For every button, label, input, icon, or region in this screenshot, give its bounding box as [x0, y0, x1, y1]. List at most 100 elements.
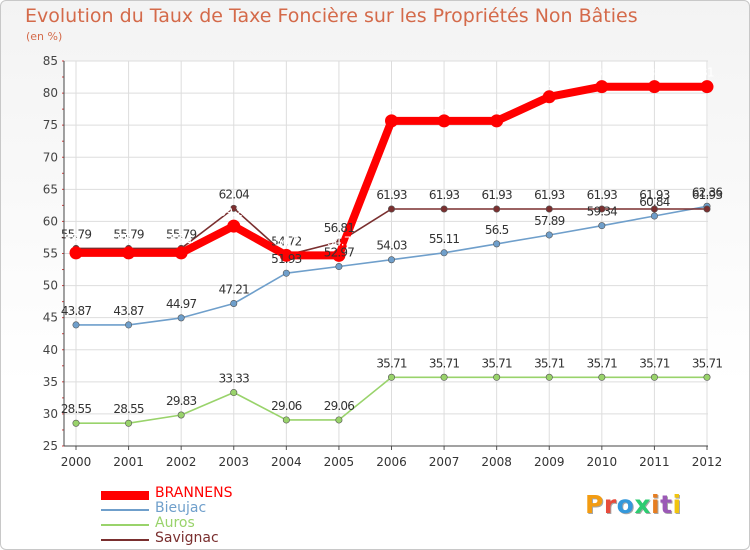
data-point-auros	[282, 416, 290, 424]
data-point-bieujac	[177, 314, 185, 322]
x-tick-label: 2006	[376, 455, 407, 469]
data-label-auros: 35.71	[534, 356, 565, 370]
data-point-auros	[703, 373, 711, 381]
data-point-brannens	[332, 248, 346, 262]
data-point-savignac	[440, 205, 448, 213]
data-label-brannens: 55.1	[169, 232, 193, 246]
data-label-auros: 29.06	[324, 399, 355, 413]
data-label-brannens: 54.7	[327, 234, 351, 248]
data-label-bieujac: 55.11	[429, 232, 460, 246]
data-point-bieujac	[387, 256, 395, 264]
legend-label: Auros	[155, 515, 195, 531]
data-point-brannens	[542, 90, 556, 104]
data-label-brannens: 55.1	[64, 232, 88, 246]
data-point-auros	[177, 411, 185, 419]
proxiti-logo: Proxiti	[585, 490, 682, 519]
data-label-bieujac: 43.87	[113, 304, 144, 318]
data-label-brannens: 81	[595, 66, 609, 80]
y-tick-label: 45	[43, 311, 58, 325]
y-tick-label: 40	[43, 343, 58, 357]
data-label-bieujac: 44.97	[166, 297, 197, 311]
data-label-savignac: 54.72	[271, 234, 302, 248]
data-point-bieujac	[650, 212, 658, 220]
data-label-bieujac: 62.36	[692, 185, 723, 199]
data-point-bieujac	[230, 299, 238, 307]
y-tick-label: 50	[43, 279, 58, 293]
data-label-auros: 35.71	[692, 356, 723, 370]
x-tick-label: 2008	[481, 455, 512, 469]
data-label-auros: 35.71	[587, 356, 618, 370]
data-label-auros: 35.71	[481, 356, 512, 370]
data-label-bieujac: 59.34	[587, 205, 618, 219]
y-axis-unit: (en %)	[26, 30, 63, 43]
data-point-auros	[598, 373, 606, 381]
data-label-auros: 35.71	[639, 356, 670, 370]
data-point-savignac	[230, 204, 238, 212]
data-label-bieujac: 52.97	[324, 246, 355, 260]
data-label-bieujac: 43.87	[61, 304, 92, 318]
data-point-brannens	[122, 246, 136, 260]
data-label-auros: 35.71	[376, 356, 407, 370]
data-point-auros	[545, 373, 553, 381]
data-point-savignac	[650, 205, 658, 213]
legend-label: BRANNENS	[155, 485, 233, 501]
data-point-bieujac	[598, 222, 606, 230]
data-label-brannens: 75.67	[481, 100, 512, 114]
x-tick-label: 2000	[61, 455, 92, 469]
legend-swatch	[101, 490, 149, 500]
data-point-brannens	[174, 246, 188, 260]
data-point-auros	[335, 416, 343, 424]
data-point-savignac	[703, 205, 711, 213]
data-label-savignac: 62.04	[219, 187, 250, 201]
data-point-auros	[650, 373, 658, 381]
data-label-brannens: 81	[700, 66, 714, 80]
data-point-brannens	[227, 219, 241, 233]
data-label-savignac: 61.93	[534, 188, 565, 202]
data-point-bieujac	[440, 249, 448, 257]
x-tick-label: 2010	[587, 455, 618, 469]
data-label-auros: 29.83	[166, 394, 197, 408]
data-point-brannens	[437, 114, 451, 128]
data-label-bieujac: 47.21	[219, 282, 250, 296]
y-tick-label: 65	[43, 182, 58, 196]
data-label-bieujac: 51.93	[271, 252, 302, 266]
x-tick-label: 2005	[324, 455, 355, 469]
data-point-brannens	[69, 246, 83, 260]
y-tick-label: 75	[43, 118, 58, 132]
legend-swatch	[101, 509, 149, 511]
data-label-savignac: 61.93	[639, 188, 670, 202]
data-label-bieujac: 57.89	[534, 214, 565, 228]
data-label-auros: 29.06	[271, 399, 302, 413]
data-point-brannens	[385, 114, 398, 128]
data-point-auros	[440, 373, 448, 381]
legend-swatch	[101, 539, 149, 541]
data-label-brannens: 75.67	[376, 100, 407, 114]
data-label-bieujac: 54.03	[376, 239, 407, 253]
data-label-brannens: 54.7	[275, 234, 299, 248]
data-point-savignac	[545, 205, 553, 213]
data-label-bieujac: 60.84	[639, 195, 670, 209]
data-point-savignac	[387, 205, 395, 213]
x-tick-label: 2001	[113, 455, 144, 469]
data-point-auros	[125, 419, 133, 427]
data-point-auros	[387, 373, 395, 381]
data-point-brannens	[700, 80, 714, 94]
data-label-bieujac: 56.5	[485, 223, 509, 237]
y-tick-label: 80	[43, 86, 58, 100]
legend-label: Savignac	[155, 530, 219, 546]
y-tick-label: 35	[43, 375, 58, 389]
data-point-brannens	[647, 80, 661, 94]
data-label-savignac: 55.79	[61, 227, 92, 241]
x-tick-label: 2011	[639, 455, 670, 469]
data-point-brannens	[279, 248, 293, 262]
data-label-savignac: 61.93	[376, 188, 407, 202]
legend-label: Bieujac	[155, 500, 207, 516]
data-label-savignac: 61.93	[692, 188, 723, 202]
data-point-bieujac	[493, 240, 501, 248]
x-tick-label: 2004	[271, 455, 302, 469]
data-label-savignac: 61.93	[429, 188, 460, 202]
data-point-bieujac	[545, 231, 553, 239]
x-tick-label: 2003	[218, 455, 249, 469]
x-tick-label: 2012	[692, 455, 723, 469]
